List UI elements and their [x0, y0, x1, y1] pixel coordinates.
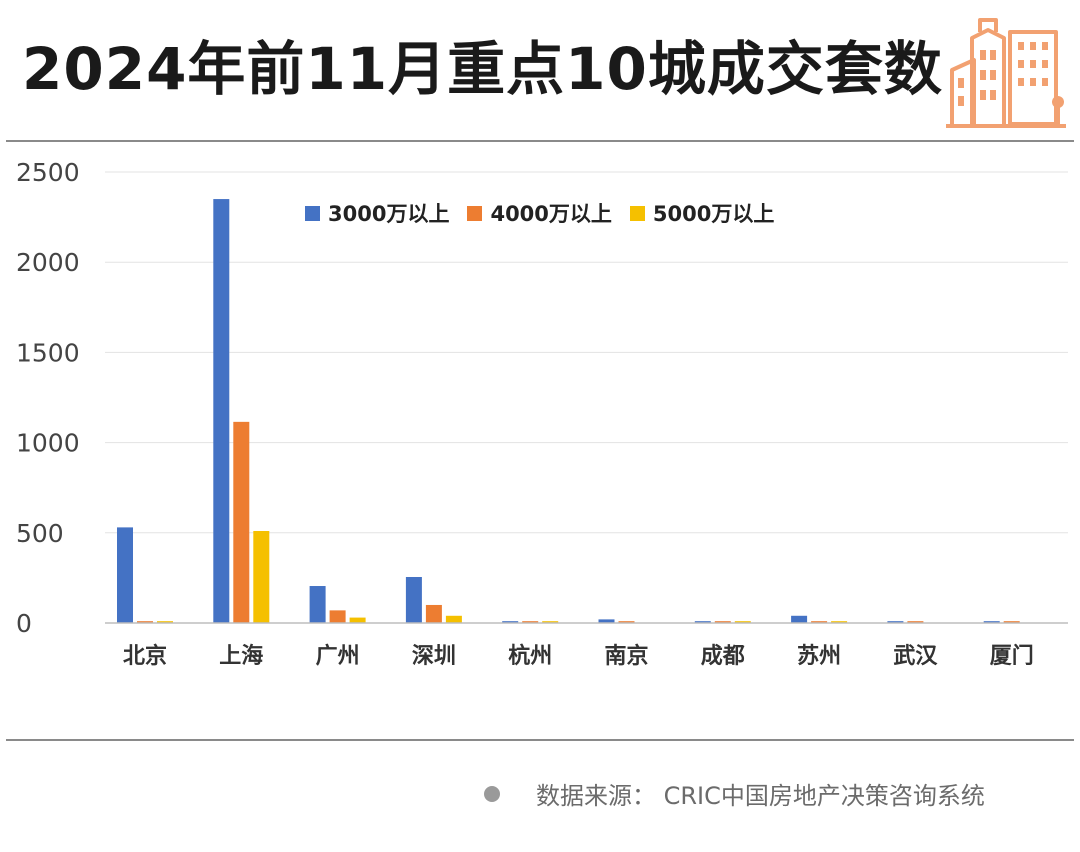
x-tick-label: 成都 [701, 644, 745, 669]
y-tick-label: 1500 [16, 338, 80, 367]
legend-swatch-s2 [629, 205, 645, 221]
legend-swatch-s0 [305, 205, 320, 221]
bar-北京-s0 [117, 527, 133, 623]
bars [117, 199, 1020, 623]
bar-苏州-s1 [811, 621, 828, 623]
bar-苏州-s0 [791, 615, 808, 623]
bar-厦门-s1 [1003, 621, 1020, 623]
bar-苏州-s2 [831, 621, 848, 623]
bottom-divider [6, 739, 1074, 741]
x-tick-label: 厦门 [990, 643, 1034, 669]
bar-北京-s2 [157, 621, 173, 623]
y-tick-label: 2000 [16, 248, 80, 277]
bar-上海-s2 [253, 530, 270, 623]
bar-深圳-s0 [405, 576, 422, 623]
y-tick-label: 0 [16, 609, 32, 638]
chart-title: 2024年前11月重点10城成交套数 [22, 35, 943, 103]
legend-swatch-s1 [467, 205, 483, 221]
bar-广州-s1 [329, 610, 346, 623]
y-tick-label: 1000 [16, 429, 80, 458]
bar-南京-s0 [598, 619, 615, 623]
source-note: 数据来源： CRIC中国房地产决策咨询系统 [484, 776, 985, 811]
bar-南京-s1 [618, 621, 635, 623]
legend-item-s1: 4000万以上 [467, 198, 612, 228]
x-tick-label: 深圳 [412, 644, 456, 669]
x-tick-label: 武汉 [893, 644, 938, 669]
legend: 3000万以上 4000万以上 5000万以上 [305, 198, 774, 228]
legend-item-s0: 3000万以上 [305, 198, 449, 228]
bar-深圳-s2 [445, 615, 462, 623]
bar-chart: 0 500 1000 1500 2000 2500 北京 上海 广州 深圳 杭州 南京 成都 苏州 武汉 厦… [16, 158, 1068, 669]
y-axis-ticks: 0 500 1000 1500 2000 2500 [16, 158, 80, 638]
bar-广州-s0 [309, 586, 326, 623]
legend-label-s1: 4000万以上 [490, 202, 612, 226]
bar-厦门-s0 [983, 621, 1000, 623]
top-divider [6, 140, 1074, 142]
bar-成都-s0 [694, 621, 711, 623]
y-tick-label: 2500 [16, 158, 80, 187]
legend-item-s2: 5000万以上 [629, 198, 775, 228]
building-icon [946, 18, 1066, 128]
x-tick-label: 广州 [316, 643, 360, 669]
bullet-dot-icon [484, 785, 500, 802]
legend-label-s2: 5000万以上 [652, 202, 775, 226]
bar-杭州-s2 [542, 621, 559, 623]
bar-成都-s2 [734, 621, 751, 623]
bar-武汉-s0 [887, 621, 904, 623]
bar-上海-s1 [233, 421, 250, 623]
bar-深圳-s1 [425, 604, 442, 623]
source-text: 数据来源： CRIC中国房地产决策咨询系统 [536, 782, 985, 810]
bar-上海-s0 [213, 199, 230, 623]
bar-杭州-s0 [502, 621, 519, 623]
bar-成都-s1 [714, 621, 731, 623]
x-tick-label: 杭州 [508, 643, 552, 669]
bar-武汉-s1 [907, 621, 924, 623]
bar-北京-s1 [137, 621, 153, 623]
x-tick-label: 上海 [219, 643, 263, 669]
x-tick-label: 苏州 [797, 643, 841, 669]
bar-杭州-s1 [522, 621, 539, 623]
bar-广州-s2 [349, 617, 366, 623]
x-axis-ticks: 北京 上海 广州 深圳 杭州 南京 成都 苏州 武汉 厦门 [123, 643, 1034, 669]
x-tick-label: 南京 [604, 643, 648, 669]
y-tick-label: 500 [16, 519, 64, 548]
x-tick-label: 北京 [123, 643, 167, 669]
legend-label-s0: 3000万以上 [328, 202, 450, 226]
